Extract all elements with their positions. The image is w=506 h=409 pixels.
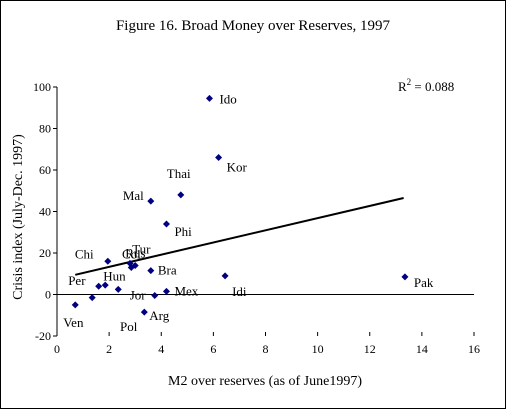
x-tick-label: 4 — [158, 342, 164, 356]
data-point-marker — [162, 220, 170, 228]
data-point-marker — [104, 257, 112, 265]
data-point-marker — [71, 301, 79, 309]
data-point-marker — [205, 94, 213, 102]
data-point-marker — [114, 285, 122, 293]
x-tick-label: 2 — [106, 342, 112, 356]
point-label: Rus — [125, 246, 145, 261]
point-label: Hun — [103, 268, 126, 283]
data-point-marker — [401, 273, 409, 281]
data-point-marker — [177, 191, 185, 199]
y-tick-label: 100 — [33, 80, 51, 94]
point-label: Pol — [120, 319, 138, 334]
data-point-marker — [95, 282, 103, 290]
point-label: Arg — [149, 308, 169, 323]
point-label: Ido — [219, 91, 236, 106]
r2-value: = 0.088 — [411, 79, 454, 94]
data-point-marker — [127, 264, 135, 272]
x-tick-label: 8 — [263, 342, 269, 356]
point-label: Thai — [167, 166, 191, 181]
x-tick-label: 10 — [312, 342, 324, 356]
y-tick-label: 80 — [39, 122, 51, 136]
y-axis-title: Crisis index (July-Dec. 1997) — [11, 134, 26, 300]
point-label: Jor — [130, 288, 147, 303]
r2-annotation: R2 = 0.088 — [398, 77, 454, 94]
x-tick-label: 12 — [364, 342, 376, 356]
r2-letter: R — [398, 79, 407, 94]
x-tick-label: 16 — [468, 342, 480, 356]
x-axis-title: M2 over reserves (as of June1997) — [168, 374, 362, 389]
data-point-marker — [151, 292, 159, 300]
y-tick-label: 0 — [45, 288, 51, 302]
point-label: Pak — [414, 275, 434, 290]
point-label: Col — [122, 246, 141, 261]
point-label: Tur — [132, 241, 151, 256]
x-tick-label: 0 — [54, 342, 60, 356]
point-label: Ven — [63, 315, 84, 330]
y-tick-label: 40 — [39, 205, 51, 219]
data-point-marker — [147, 267, 155, 275]
data-point-marker — [88, 294, 96, 302]
data-point-marker — [162, 287, 170, 295]
data-point-marker — [101, 281, 109, 289]
x-tick-label: 14 — [416, 342, 428, 356]
data-point-marker — [215, 154, 223, 162]
y-tick-label: 20 — [39, 246, 51, 260]
chart-title: Figure 16. Broad Money over Reserves, 19… — [116, 18, 391, 34]
y-tick-label: -20 — [35, 329, 51, 343]
point-label: Kor — [227, 160, 248, 175]
data-point-marker — [147, 197, 155, 205]
trendline — [75, 197, 404, 276]
point-label: Bra — [158, 263, 177, 278]
data-point-marker — [221, 272, 229, 280]
point-label: Per — [68, 273, 86, 288]
axes — [56, 87, 474, 336]
point-label: Phi — [174, 224, 192, 239]
data-points — [71, 94, 409, 316]
trendline-group — [75, 197, 404, 276]
r2-superscript: 2 — [407, 77, 412, 87]
point-label: Mal — [123, 188, 144, 203]
point-label: Idi — [232, 284, 247, 299]
data-point-marker — [140, 308, 148, 316]
x-tick-label: 6 — [210, 342, 216, 356]
r2-text: R2 = 0.088 — [398, 77, 454, 94]
y-tick-label: 60 — [39, 163, 51, 177]
point-label: Chi — [75, 246, 94, 261]
point-label: Mex — [174, 283, 198, 298]
